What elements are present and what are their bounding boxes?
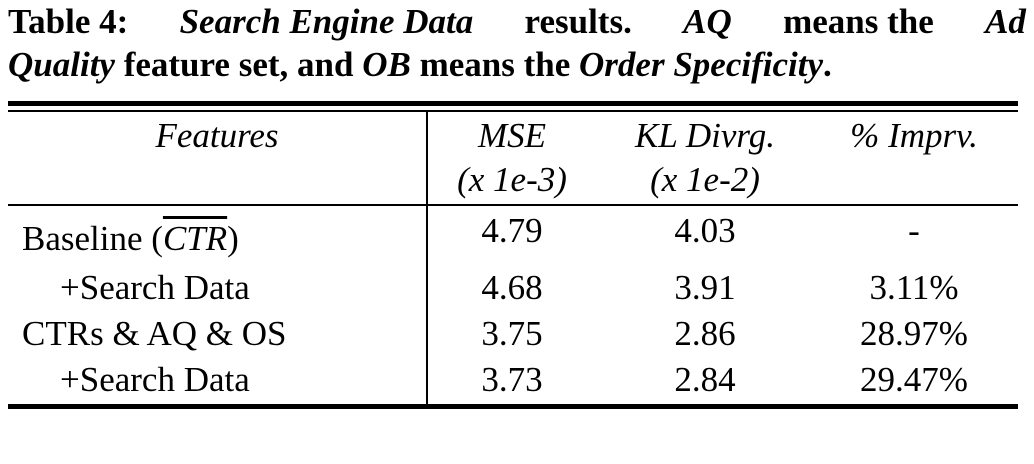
header-kl-unit: (x 1e-2) [650, 160, 760, 199]
header-mse-unit: (x 1e-3) [457, 160, 567, 199]
table-cell-impr: 29.47% [860, 360, 968, 399]
caption-feature-set-text: feature set, and [123, 45, 354, 84]
caption-line-2: Quality feature set, and OB means the Or… [8, 43, 1026, 86]
header-features: Features [155, 116, 279, 155]
table-cell-kl: 2.86 [674, 314, 736, 353]
caption-ob-abbr: OB [362, 45, 411, 84]
header-mse: MSE [477, 116, 547, 155]
caption-order-specificity: Order Specificity [579, 45, 823, 84]
row-label-search-data-1: +Search Data [60, 268, 250, 307]
column-separator-line [426, 112, 428, 404]
baseline-prefix: Baseline ( [22, 219, 163, 258]
table-caption: Table 4: Search Engine Data results. AQ … [8, 0, 1026, 86]
caption-label: Table 4: [8, 2, 129, 41]
caption-results-word: results. [524, 2, 632, 41]
table-cell-impr: 3.11% [869, 268, 959, 307]
table-cell-kl: 3.91 [674, 268, 736, 307]
row-label-search-data-2: +Search Data [60, 360, 250, 399]
table-bottom-rule [8, 404, 1018, 409]
header-kl-divergence: KL Divrg. [634, 116, 776, 155]
table-cell-impr: - [908, 211, 920, 250]
table-cell-mse: 3.73 [481, 360, 543, 399]
caption-quality-word: Quality [8, 45, 115, 84]
table-cell-kl: 4.03 [674, 211, 736, 250]
caption-line-1: Table 4: Search Engine Data results. AQ … [8, 0, 1026, 43]
row-label-ctrs-aq-os: CTRs & AQ & OS [22, 314, 287, 353]
table-cell-impr: 28.97% [860, 314, 968, 353]
table-top-rule [8, 101, 1018, 106]
caption-ad-word: Ad [985, 2, 1026, 41]
caption-dataset-name: Search Engine Data [179, 2, 474, 41]
table-cell-kl: 2.84 [674, 360, 736, 399]
caption-means-the-1: means the [783, 2, 934, 41]
table-cell-mse: 4.68 [481, 268, 543, 307]
row-label-baseline: Baseline (CTR) [22, 219, 239, 259]
caption-period: . [822, 45, 832, 84]
caption-aq-abbr: AQ [683, 2, 732, 41]
table-cell-mse: 3.75 [481, 314, 543, 353]
header-improvement: % Imprv. [850, 116, 978, 155]
ctr-overline: CTR [162, 219, 228, 258]
baseline-suffix: ) [227, 219, 239, 258]
table-top-thin-rule [8, 110, 1018, 112]
caption-means-the-2: means the [419, 45, 571, 84]
table-cell-mse: 4.79 [481, 211, 543, 250]
header-separator-rule [8, 204, 1018, 206]
